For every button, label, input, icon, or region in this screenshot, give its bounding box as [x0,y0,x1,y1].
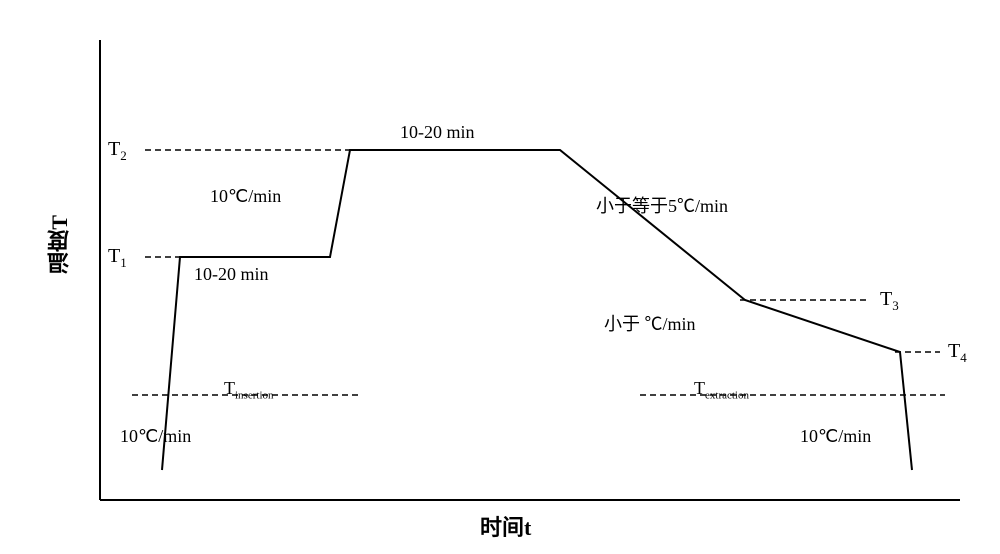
label-t1: T1 [108,245,127,271]
x-axis-label: 时间t [480,510,531,542]
label-cool2: 小于 ℃/min [604,310,696,336]
label-t4: T4 [948,340,967,366]
label-hold2: 10-20 min [400,122,475,143]
label-hold1: 10-20 min [194,264,269,285]
y-axis-label: 温度T [44,215,76,274]
label-ramp1: 10℃/min [120,426,191,447]
chart-container: 温度T 时间t T1 T2 T3 T4 Tinsertion Textracti… [0,0,1000,554]
label-ramp2: 10℃/min [210,186,281,207]
label-t-insertion: Tinsertion [224,378,274,402]
label-cool3: 10℃/min [800,426,871,447]
label-t2: T2 [108,138,127,164]
chart-svg [0,0,1000,554]
label-cool1: 小于等于5℃/min [596,192,728,218]
label-t-extraction: Textraction [694,378,749,402]
label-t3: T3 [880,288,899,314]
